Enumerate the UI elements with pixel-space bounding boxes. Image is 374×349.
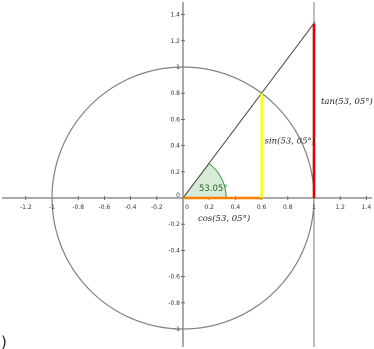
y-tick-label: -0.8 bbox=[168, 300, 180, 307]
x-tick-label: -1.2 bbox=[20, 204, 32, 211]
y-tick-label: 0 bbox=[176, 192, 180, 199]
y-tick-label: 1 bbox=[176, 64, 180, 71]
x-tick-label: -1 bbox=[49, 204, 55, 211]
y-tick-label: -0.4 bbox=[168, 247, 180, 254]
y-tick-label: -0.6 bbox=[168, 274, 180, 281]
x-tick-label: 0 bbox=[185, 204, 189, 211]
x-tick-label: -0.6 bbox=[99, 204, 111, 211]
y-tick-label: 0.6 bbox=[170, 116, 180, 123]
y-tick-label: -0.2 bbox=[168, 221, 180, 228]
y-tick-label: -1 bbox=[174, 326, 180, 333]
y-tick-label: 0.4 bbox=[170, 143, 180, 150]
x-tick-label: -0.2 bbox=[151, 204, 163, 211]
x-tick-label: -0.8 bbox=[72, 204, 84, 211]
y-tick-label: 0.2 bbox=[170, 169, 180, 176]
y-tick-label: 1.4 bbox=[170, 12, 180, 19]
angle-label: 53.05° bbox=[199, 184, 228, 194]
x-tick-label: 0.4 bbox=[231, 204, 241, 211]
angle-ray bbox=[182, 21, 316, 199]
edge-parenthesis: ) bbox=[1, 333, 7, 349]
y-tick-label: 1.2 bbox=[170, 38, 180, 45]
sin-label: sin(53, 05°) bbox=[265, 136, 315, 147]
y-tick-label: 0.8 bbox=[170, 90, 180, 97]
tick-labels: -1.2 -1 -0.8 -0.6 -0.4 -0.2 0 0.2 0.4 0.6 0.8 1 1.2 1… bbox=[20, 12, 371, 333]
x-tick-label: -0.4 bbox=[125, 204, 137, 211]
x-tick-label: 1 bbox=[312, 204, 316, 211]
x-tick-label: 1.4 bbox=[362, 204, 372, 211]
axes bbox=[2, 2, 372, 347]
x-tick-label: 0.2 bbox=[204, 204, 214, 211]
x-tick-label: 1.2 bbox=[335, 204, 345, 211]
cos-label: cos(53, 05°) bbox=[198, 213, 250, 224]
tan-label: tan(53, 05°) bbox=[321, 96, 373, 107]
x-tick-label: 0.6 bbox=[257, 204, 267, 211]
x-tick-label: 0.8 bbox=[283, 204, 293, 211]
